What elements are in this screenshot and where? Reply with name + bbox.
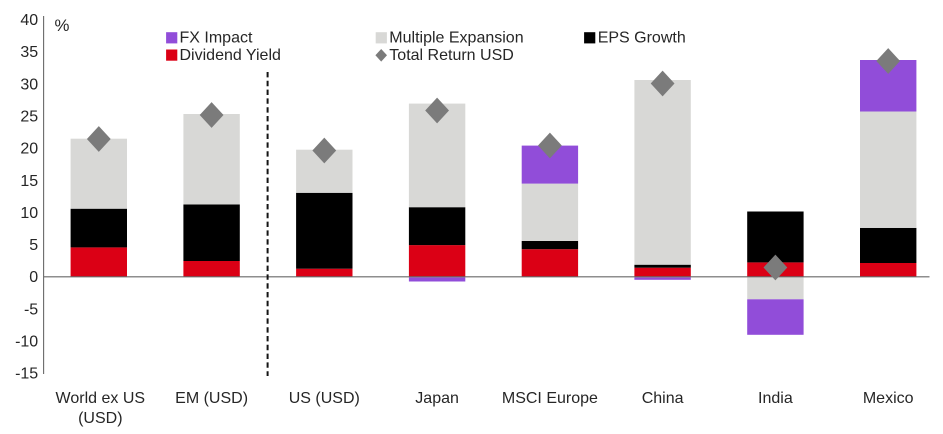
svg-text:Dividend Yield: Dividend Yield: [180, 47, 281, 64]
svg-text:MSCI Europe: MSCI Europe: [502, 390, 598, 407]
svg-text:World ex US: World ex US: [56, 390, 146, 407]
svg-text:-5: -5: [24, 301, 38, 318]
svg-text:India: India: [758, 390, 793, 407]
svg-text:Multiple Expansion: Multiple Expansion: [389, 30, 523, 47]
svg-text:US (USD): US (USD): [289, 390, 360, 407]
svg-text:FX Impact: FX Impact: [180, 30, 253, 47]
svg-text:10: 10: [20, 205, 38, 222]
svg-text:15: 15: [20, 173, 38, 190]
svg-text:Total Return USD: Total Return USD: [389, 47, 514, 64]
svg-text:25: 25: [20, 108, 38, 125]
svg-text:Mexico: Mexico: [863, 390, 914, 407]
svg-text:Japan: Japan: [415, 390, 459, 407]
svg-text:40: 40: [20, 12, 38, 29]
svg-text:-10: -10: [15, 334, 38, 351]
svg-text:China: China: [642, 390, 684, 407]
svg-text:EM (USD): EM (USD): [175, 390, 248, 407]
svg-text:-15: -15: [15, 366, 38, 383]
svg-text:30: 30: [20, 76, 38, 93]
svg-text:20: 20: [20, 141, 38, 158]
svg-text:%: %: [55, 16, 70, 35]
svg-text:0: 0: [29, 269, 38, 286]
svg-text:35: 35: [20, 44, 38, 61]
svg-text:5: 5: [29, 237, 38, 254]
svg-text:(USD): (USD): [78, 410, 122, 427]
svg-text:EPS Growth: EPS Growth: [598, 30, 686, 47]
